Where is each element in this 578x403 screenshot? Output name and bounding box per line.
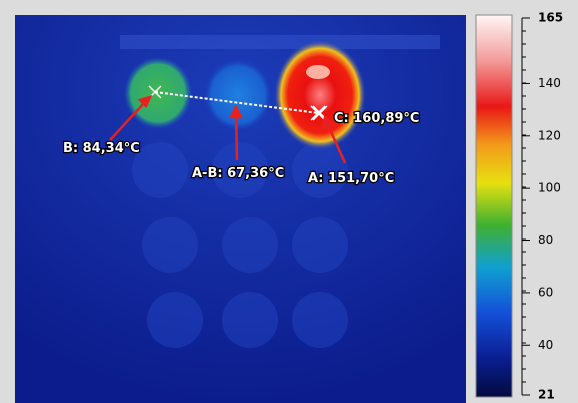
annotation: A-B: 67,36°C (192, 166, 284, 181)
annotation: A: 151,70°C (308, 171, 394, 186)
colorbar-tick-label: 120 (538, 128, 561, 142)
colorbar-tick-label: 40 (538, 338, 553, 352)
colorbar-tick-label: 100 (538, 181, 561, 195)
annotation: C: 160,89°C (334, 111, 419, 126)
colorbar-tick-label: 21 (538, 388, 555, 402)
colorbar (475, 14, 513, 398)
colorbar-tick-label: 80 (538, 233, 553, 247)
colorbar-tick-label: 140 (538, 76, 561, 90)
colorbar-tick-label: 165 (538, 11, 563, 25)
annotation: B: 84,34°C (63, 141, 140, 156)
colorbar-tick-label: 60 (538, 285, 553, 299)
